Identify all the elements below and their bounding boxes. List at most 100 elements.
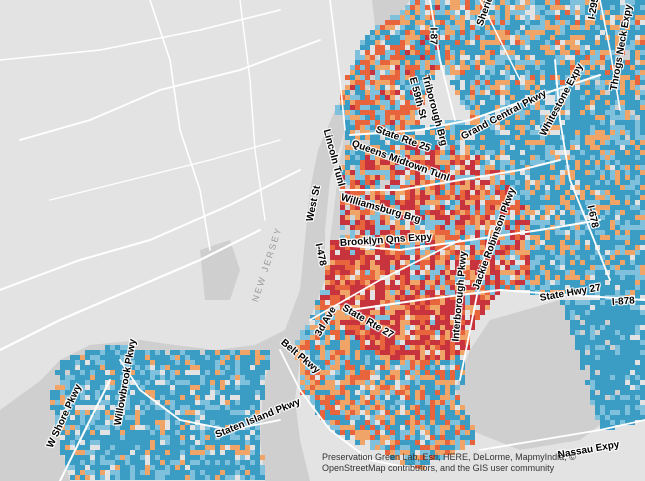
data-cell — [415, 165, 420, 170]
data-cell — [60, 395, 65, 400]
data-cell — [565, 210, 570, 215]
data-cell — [555, 205, 560, 210]
data-cell — [365, 145, 370, 150]
data-cell — [395, 20, 400, 25]
data-cell — [545, 50, 550, 55]
data-cell — [600, 95, 605, 100]
data-cell — [550, 90, 555, 95]
data-cell — [620, 35, 625, 40]
data-cell — [415, 10, 420, 15]
data-cell — [410, 220, 415, 225]
data-cell — [625, 95, 630, 100]
data-cell — [245, 350, 250, 355]
data-cell — [185, 385, 190, 390]
data-cell — [225, 350, 230, 355]
data-cell — [415, 370, 420, 375]
data-cell — [375, 270, 380, 275]
data-cell — [390, 245, 395, 250]
data-cell — [190, 380, 195, 385]
data-cell — [335, 420, 340, 425]
data-cell — [550, 120, 555, 125]
data-cell — [400, 10, 405, 15]
data-cell — [500, 210, 505, 215]
data-cell — [195, 425, 200, 430]
data-cell — [345, 130, 350, 135]
data-cell — [590, 310, 595, 315]
data-cell — [380, 255, 385, 260]
data-cell — [380, 340, 385, 345]
data-cell — [525, 195, 530, 200]
data-cell — [610, 180, 615, 185]
data-cell — [410, 135, 415, 140]
data-cell — [580, 130, 585, 135]
data-cell — [600, 320, 605, 325]
data-cell — [485, 70, 490, 75]
data-cell — [325, 350, 330, 355]
data-cell — [440, 390, 445, 395]
data-cell — [335, 295, 340, 300]
data-cell — [145, 435, 150, 440]
data-cell — [135, 365, 140, 370]
data-cell — [485, 140, 490, 145]
data-cell — [450, 335, 455, 340]
data-cell — [55, 390, 60, 395]
data-cell — [390, 150, 395, 155]
data-cell — [385, 160, 390, 165]
data-cell — [585, 205, 590, 210]
data-cell — [525, 120, 530, 125]
data-cell — [545, 270, 550, 275]
data-cell — [515, 80, 520, 85]
data-cell — [310, 375, 315, 380]
data-cell — [460, 170, 465, 175]
data-cell — [445, 395, 450, 400]
data-cell — [635, 240, 640, 245]
data-cell — [55, 430, 60, 435]
data-cell — [370, 35, 375, 40]
data-cell — [375, 385, 380, 390]
data-cell — [130, 435, 135, 440]
data-cell — [325, 290, 330, 295]
data-cell — [90, 385, 95, 390]
data-cell — [565, 35, 570, 40]
data-cell — [505, 265, 510, 270]
data-cell — [485, 255, 490, 260]
data-cell — [585, 100, 590, 105]
data-cell — [390, 50, 395, 55]
data-cell — [575, 60, 580, 65]
data-cell — [85, 390, 90, 395]
data-cell — [600, 5, 605, 10]
data-cell — [375, 185, 380, 190]
data-cell — [160, 360, 165, 365]
data-cell — [540, 85, 545, 90]
data-cell — [95, 420, 100, 425]
data-cell — [615, 320, 620, 325]
data-cell — [580, 15, 585, 20]
data-cell — [640, 255, 645, 260]
data-cell — [410, 45, 415, 50]
data-cell — [585, 250, 590, 255]
data-cell — [425, 290, 430, 295]
data-cell — [350, 125, 355, 130]
data-cell — [55, 410, 60, 415]
data-cell — [375, 170, 380, 175]
data-cell — [625, 60, 630, 65]
data-cell — [470, 230, 475, 235]
data-cell — [320, 385, 325, 390]
data-cell — [435, 375, 440, 380]
data-cell — [535, 155, 540, 160]
data-cell — [420, 35, 425, 40]
data-cell — [395, 335, 400, 340]
data-cell — [380, 150, 385, 155]
data-cell — [535, 30, 540, 35]
data-cell — [555, 210, 560, 215]
data-cell — [605, 40, 610, 45]
data-cell — [525, 275, 530, 280]
data-cell — [445, 50, 450, 55]
data-cell — [405, 310, 410, 315]
data-cell — [360, 340, 365, 345]
data-cell — [500, 220, 505, 225]
data-cell — [105, 400, 110, 405]
data-cell — [610, 170, 615, 175]
data-cell — [600, 405, 605, 410]
